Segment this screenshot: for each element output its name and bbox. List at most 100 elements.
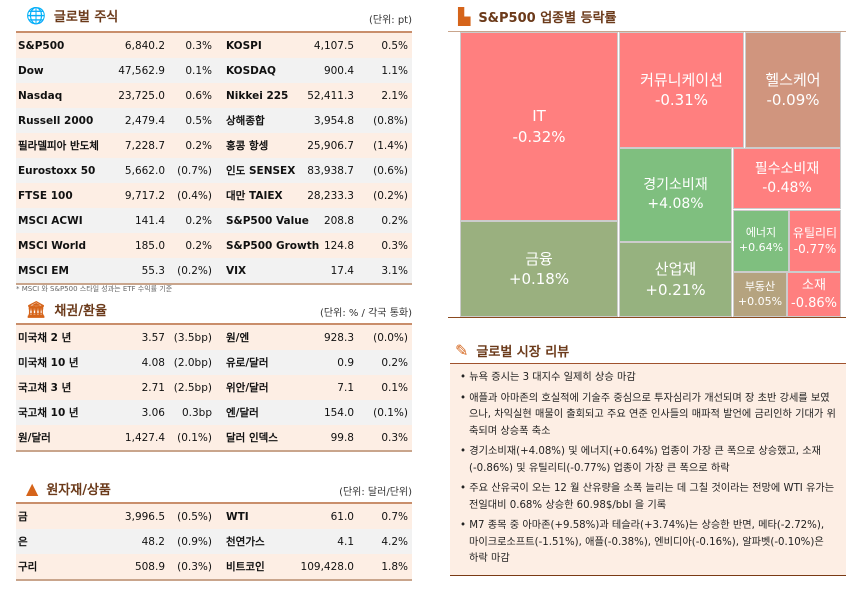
bonds-title: 🏛 채권/환율 (26, 300, 107, 319)
sector-name: 유틸리티 (792, 225, 838, 240)
table-row: 구리 508.9 (0.3%) 비트코인 109,428.0 1.8% (16, 554, 412, 579)
name-cell: MSCI World (18, 239, 86, 252)
value-cell: 508.9 (134, 560, 165, 573)
change-cell: 2.1% (381, 89, 408, 102)
globe-icon: 🌐 (26, 6, 46, 25)
name-cell: WTI (226, 510, 249, 523)
change-cell: (0.2%) (373, 189, 408, 202)
sector-name: 필수소비재 (754, 160, 820, 177)
value-cell: 23,725.0 (118, 89, 165, 102)
treemap-cell: 헬스케어 -0.09% (745, 32, 841, 148)
value-cell: 99.8 (330, 431, 354, 444)
value-cell: 3,954.8 (313, 114, 354, 127)
treemap-cell: 경기소비재 +4.08% (619, 148, 732, 242)
value-cell: 2.71 (141, 381, 165, 394)
equities-title: 🌐 글로벌 주식 (26, 6, 119, 25)
table-row: 국고채 10 년 3.06 0.3bp 엔/달러 154.0 (0.1%) (16, 400, 412, 425)
value-cell: 154.0 (323, 406, 354, 419)
change-cell: 0.3% (381, 431, 408, 444)
change-cell: (0.4%) (177, 189, 212, 202)
name-cell: 비트코인 (226, 561, 265, 573)
sector-change: +0.21% (645, 280, 706, 299)
name-cell: 필라델피아 반도체 (18, 140, 99, 152)
value-cell: 109,428.0 (300, 560, 354, 573)
name-cell: 구리 (18, 561, 38, 573)
table-row: FTSE 100 9,717.2 (0.4%) 대만 TAIEX 28,233.3 (0.… (16, 183, 412, 208)
review-list: 뉴욕 증시는 3 대지수 일제히 상승 마감애플과 아마존의 호실적에 기술주 … (450, 363, 846, 576)
table-row: 금 3,996.5 (0.5%) WTI 61.0 0.7% (16, 504, 412, 529)
value-cell: 52,411.3 (307, 89, 354, 102)
table-row: 원/달러 1,427.4 (0.1%) 달러 인덱스 99.8 0.3% (16, 425, 412, 450)
change-cell: 1.8% (381, 560, 408, 573)
value-cell: 25,906.7 (307, 139, 354, 152)
pencil-icon: ✎ (455, 341, 469, 360)
sector-change: -0.09% (766, 91, 820, 109)
change-cell: 0.2% (185, 139, 212, 152)
name-cell: S&P500 (18, 39, 65, 52)
change-cell: (2.5bp) (173, 381, 212, 394)
name-cell: Nasdaq (18, 89, 63, 102)
name-cell: 위안/달러 (226, 382, 269, 394)
value-cell: 55.3 (141, 264, 165, 277)
name-cell: Eurostoxx 50 (18, 164, 96, 177)
value-cell: 141.4 (134, 214, 165, 227)
value-cell: 124.8 (323, 239, 354, 252)
name-cell: S&P500 Value (226, 214, 309, 227)
table-row: 미국채 10 년 4.08 (2.0bp) 유로/달러 0.9 0.2% (16, 350, 412, 375)
value-cell: 9,717.2 (124, 189, 165, 202)
value-cell: 928.3 (323, 331, 354, 344)
name-cell: 미국채 2 년 (18, 332, 72, 344)
change-cell: (2.0bp) (173, 356, 212, 369)
sector-change: +0.05% (737, 294, 783, 308)
sector-name: 헬스케어 (765, 70, 821, 89)
value-cell: 7,228.7 (124, 139, 165, 152)
value-cell: 7.1 (337, 381, 354, 394)
sector-change: -0.48% (762, 179, 812, 196)
change-cell: 0.6% (185, 89, 212, 102)
bar-chart-icon: ▙ (458, 7, 471, 26)
sector-name: 소재 (802, 277, 826, 293)
sector-name: 부동산 (744, 279, 776, 293)
review-item: 경기소비재(+4.08%) 및 에너지(+0.64%) 업종이 가장 큰 폭으로… (460, 444, 836, 477)
change-cell: (0.6%) (373, 164, 408, 177)
name-cell: 은 (18, 536, 28, 548)
change-cell: (0.0%) (373, 331, 408, 344)
name-cell: FTSE 100 (18, 189, 73, 202)
value-cell: 17.4 (330, 264, 354, 277)
review-item: 주요 산유국이 오는 12 월 산유량을 소폭 늘리는 데 그칠 것이라는 전망… (460, 481, 836, 514)
commodities-unit: (단위: 달러/단위) (339, 487, 412, 498)
table-row: 국고채 3 년 2.71 (2.5bp) 위안/달러 7.1 0.1% (16, 375, 412, 400)
gold-bars-icon: ▲ (26, 479, 39, 498)
name-cell: Nikkei 225 (226, 89, 289, 102)
treemap-cell: 소재 -0.86% (787, 272, 841, 317)
name-cell: MSCI ACWI (18, 214, 83, 227)
name-cell: 금 (18, 511, 28, 523)
review-item: 애플과 아마존의 호실적에 기술주 중심으로 투자심리가 개선되며 장 초반 강… (460, 391, 836, 441)
commodities-title: ▲ 원자재/상품 (26, 479, 111, 498)
value-cell: 2,479.4 (124, 114, 165, 127)
table-row: Nasdaq 23,725.0 0.6% Nikkei 225 52,411.3 2.1% (16, 83, 412, 108)
name-cell: Russell 2000 (18, 114, 94, 127)
value-cell: 6,840.2 (124, 39, 165, 52)
change-cell: 0.1% (381, 381, 408, 394)
change-cell: (1.4%) (373, 139, 408, 152)
sector-name: 경기소비재 (643, 177, 708, 194)
change-cell: 0.2% (381, 214, 408, 227)
name-cell: Dow (18, 64, 44, 77)
name-cell: 상해종합 (226, 115, 265, 127)
name-cell: 미국채 10 년 (18, 357, 79, 369)
equities-note: * MSCI 와 S&P500 스타일 성과는 ETF 수익률 기준 (16, 285, 173, 293)
value-cell: 61.0 (330, 510, 354, 523)
sector-change: +0.64% (738, 241, 784, 254)
change-cell: 0.7% (381, 510, 408, 523)
name-cell: 달러 인덱스 (226, 432, 278, 444)
sector-change: +0.18% (508, 270, 570, 288)
change-cell: (0.2%) (177, 264, 212, 277)
sector-change: -0.32% (512, 127, 566, 146)
value-cell: 5,662.0 (124, 164, 165, 177)
change-cell: 0.2% (185, 239, 212, 252)
name-cell: VIX (226, 264, 247, 277)
value-cell: 4.08 (141, 356, 165, 369)
sector-change: -0.86% (791, 295, 837, 311)
name-cell: 천연가스 (226, 536, 265, 548)
